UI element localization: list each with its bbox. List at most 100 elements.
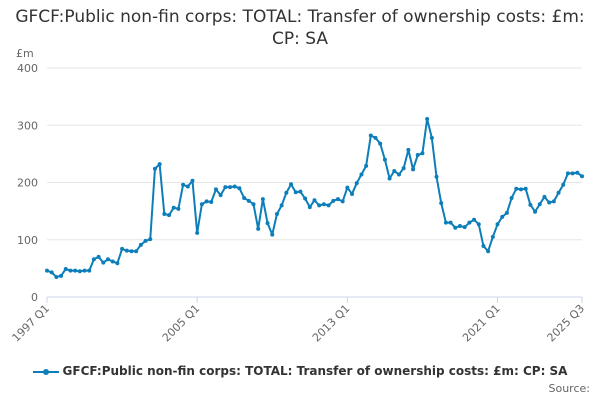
data-point[interactable] — [82, 268, 87, 273]
data-point[interactable] — [152, 166, 157, 171]
data-point[interactable] — [223, 185, 228, 190]
data-point[interactable] — [415, 153, 420, 158]
data-point[interactable] — [293, 190, 298, 195]
data-point[interactable] — [434, 174, 439, 179]
data-point[interactable] — [289, 182, 294, 187]
data-point[interactable] — [45, 268, 49, 273]
data-point[interactable] — [580, 174, 584, 179]
data-point[interactable] — [490, 234, 495, 239]
data-point[interactable] — [411, 167, 416, 172]
data-point[interactable] — [345, 185, 350, 190]
data-point[interactable] — [59, 273, 64, 278]
data-point[interactable] — [124, 248, 129, 253]
data-point[interactable] — [242, 195, 247, 200]
data-point[interactable] — [190, 178, 195, 183]
data-point[interactable] — [509, 195, 514, 200]
data-point[interactable] — [518, 187, 523, 192]
data-point[interactable] — [157, 162, 162, 167]
data-point[interactable] — [533, 209, 538, 214]
data-point[interactable] — [96, 254, 101, 259]
data-point[interactable] — [199, 202, 204, 207]
legend[interactable]: GFCF:Public non-fin corps: TOTAL: Transf… — [0, 364, 600, 378]
data-point[interactable] — [528, 202, 533, 207]
data-point[interactable] — [298, 189, 303, 194]
data-point[interactable] — [176, 206, 181, 211]
data-point[interactable] — [228, 185, 233, 190]
data-point[interactable] — [340, 199, 345, 204]
data-point[interactable] — [73, 268, 78, 273]
data-point[interactable] — [364, 163, 369, 168]
data-point[interactable] — [495, 222, 500, 227]
data-point[interactable] — [420, 151, 425, 156]
data-point[interactable] — [476, 222, 481, 227]
data-point[interactable] — [120, 246, 125, 251]
data-point[interactable] — [77, 269, 82, 274]
data-point[interactable] — [134, 249, 139, 254]
data-point[interactable] — [354, 181, 359, 186]
data-point[interactable] — [443, 220, 448, 225]
data-point[interactable] — [49, 270, 54, 275]
data-point[interactable] — [457, 224, 462, 229]
data-point[interactable] — [368, 133, 373, 138]
data-point[interactable] — [565, 171, 570, 176]
data-point[interactable] — [523, 186, 528, 191]
data-point[interactable] — [359, 172, 364, 177]
data-point[interactable] — [162, 211, 167, 216]
data-point[interactable] — [378, 141, 383, 146]
data-point[interactable] — [556, 190, 561, 195]
data-point[interactable] — [335, 197, 340, 202]
data-point[interactable] — [256, 226, 261, 231]
data-point[interactable] — [387, 176, 392, 181]
data-point[interactable] — [218, 193, 223, 198]
data-point[interactable] — [406, 147, 411, 152]
data-point[interactable] — [237, 186, 242, 191]
data-point[interactable] — [87, 268, 92, 273]
data-point[interactable] — [185, 184, 190, 189]
data-point[interactable] — [453, 225, 458, 230]
data-point[interactable] — [63, 266, 68, 271]
data-point[interactable] — [209, 199, 214, 204]
data-point[interactable] — [274, 211, 279, 216]
data-point[interactable] — [429, 135, 434, 140]
data-point[interactable] — [321, 202, 326, 207]
data-point[interactable] — [213, 187, 218, 192]
data-point[interactable] — [551, 199, 556, 204]
data-point[interactable] — [392, 169, 397, 174]
data-point[interactable] — [232, 184, 237, 189]
data-point[interactable] — [54, 274, 59, 279]
data-point[interactable] — [467, 220, 472, 225]
data-point[interactable] — [284, 190, 289, 195]
data-point[interactable] — [138, 242, 143, 247]
data-point[interactable] — [575, 170, 580, 175]
data-point[interactable] — [279, 203, 284, 208]
data-point[interactable] — [270, 232, 275, 237]
data-point[interactable] — [312, 198, 317, 203]
data-point[interactable] — [500, 214, 505, 219]
data-point[interactable] — [307, 205, 312, 210]
data-point[interactable] — [481, 244, 486, 249]
data-point[interactable] — [68, 268, 73, 273]
data-point[interactable] — [171, 205, 176, 210]
data-point[interactable] — [101, 260, 106, 265]
data-point[interactable] — [542, 194, 547, 199]
data-point[interactable] — [251, 202, 256, 207]
data-point[interactable] — [396, 172, 401, 177]
data-point[interactable] — [382, 157, 387, 162]
data-point[interactable] — [106, 257, 111, 262]
data-point[interactable] — [195, 230, 200, 235]
data-point[interactable] — [148, 237, 153, 242]
data-point[interactable] — [265, 221, 270, 226]
data-point[interactable] — [425, 116, 430, 121]
data-point[interactable] — [129, 249, 134, 254]
data-point[interactable] — [401, 166, 406, 171]
data-point[interactable] — [181, 182, 186, 187]
data-point[interactable] — [570, 171, 575, 176]
data-point[interactable] — [331, 198, 336, 203]
data-point[interactable] — [561, 182, 566, 187]
data-point[interactable] — [373, 135, 378, 140]
data-point[interactable] — [317, 203, 322, 208]
data-point[interactable] — [303, 196, 308, 201]
data-point[interactable] — [110, 259, 115, 264]
data-point[interactable] — [167, 213, 172, 218]
data-point[interactable] — [115, 261, 120, 266]
